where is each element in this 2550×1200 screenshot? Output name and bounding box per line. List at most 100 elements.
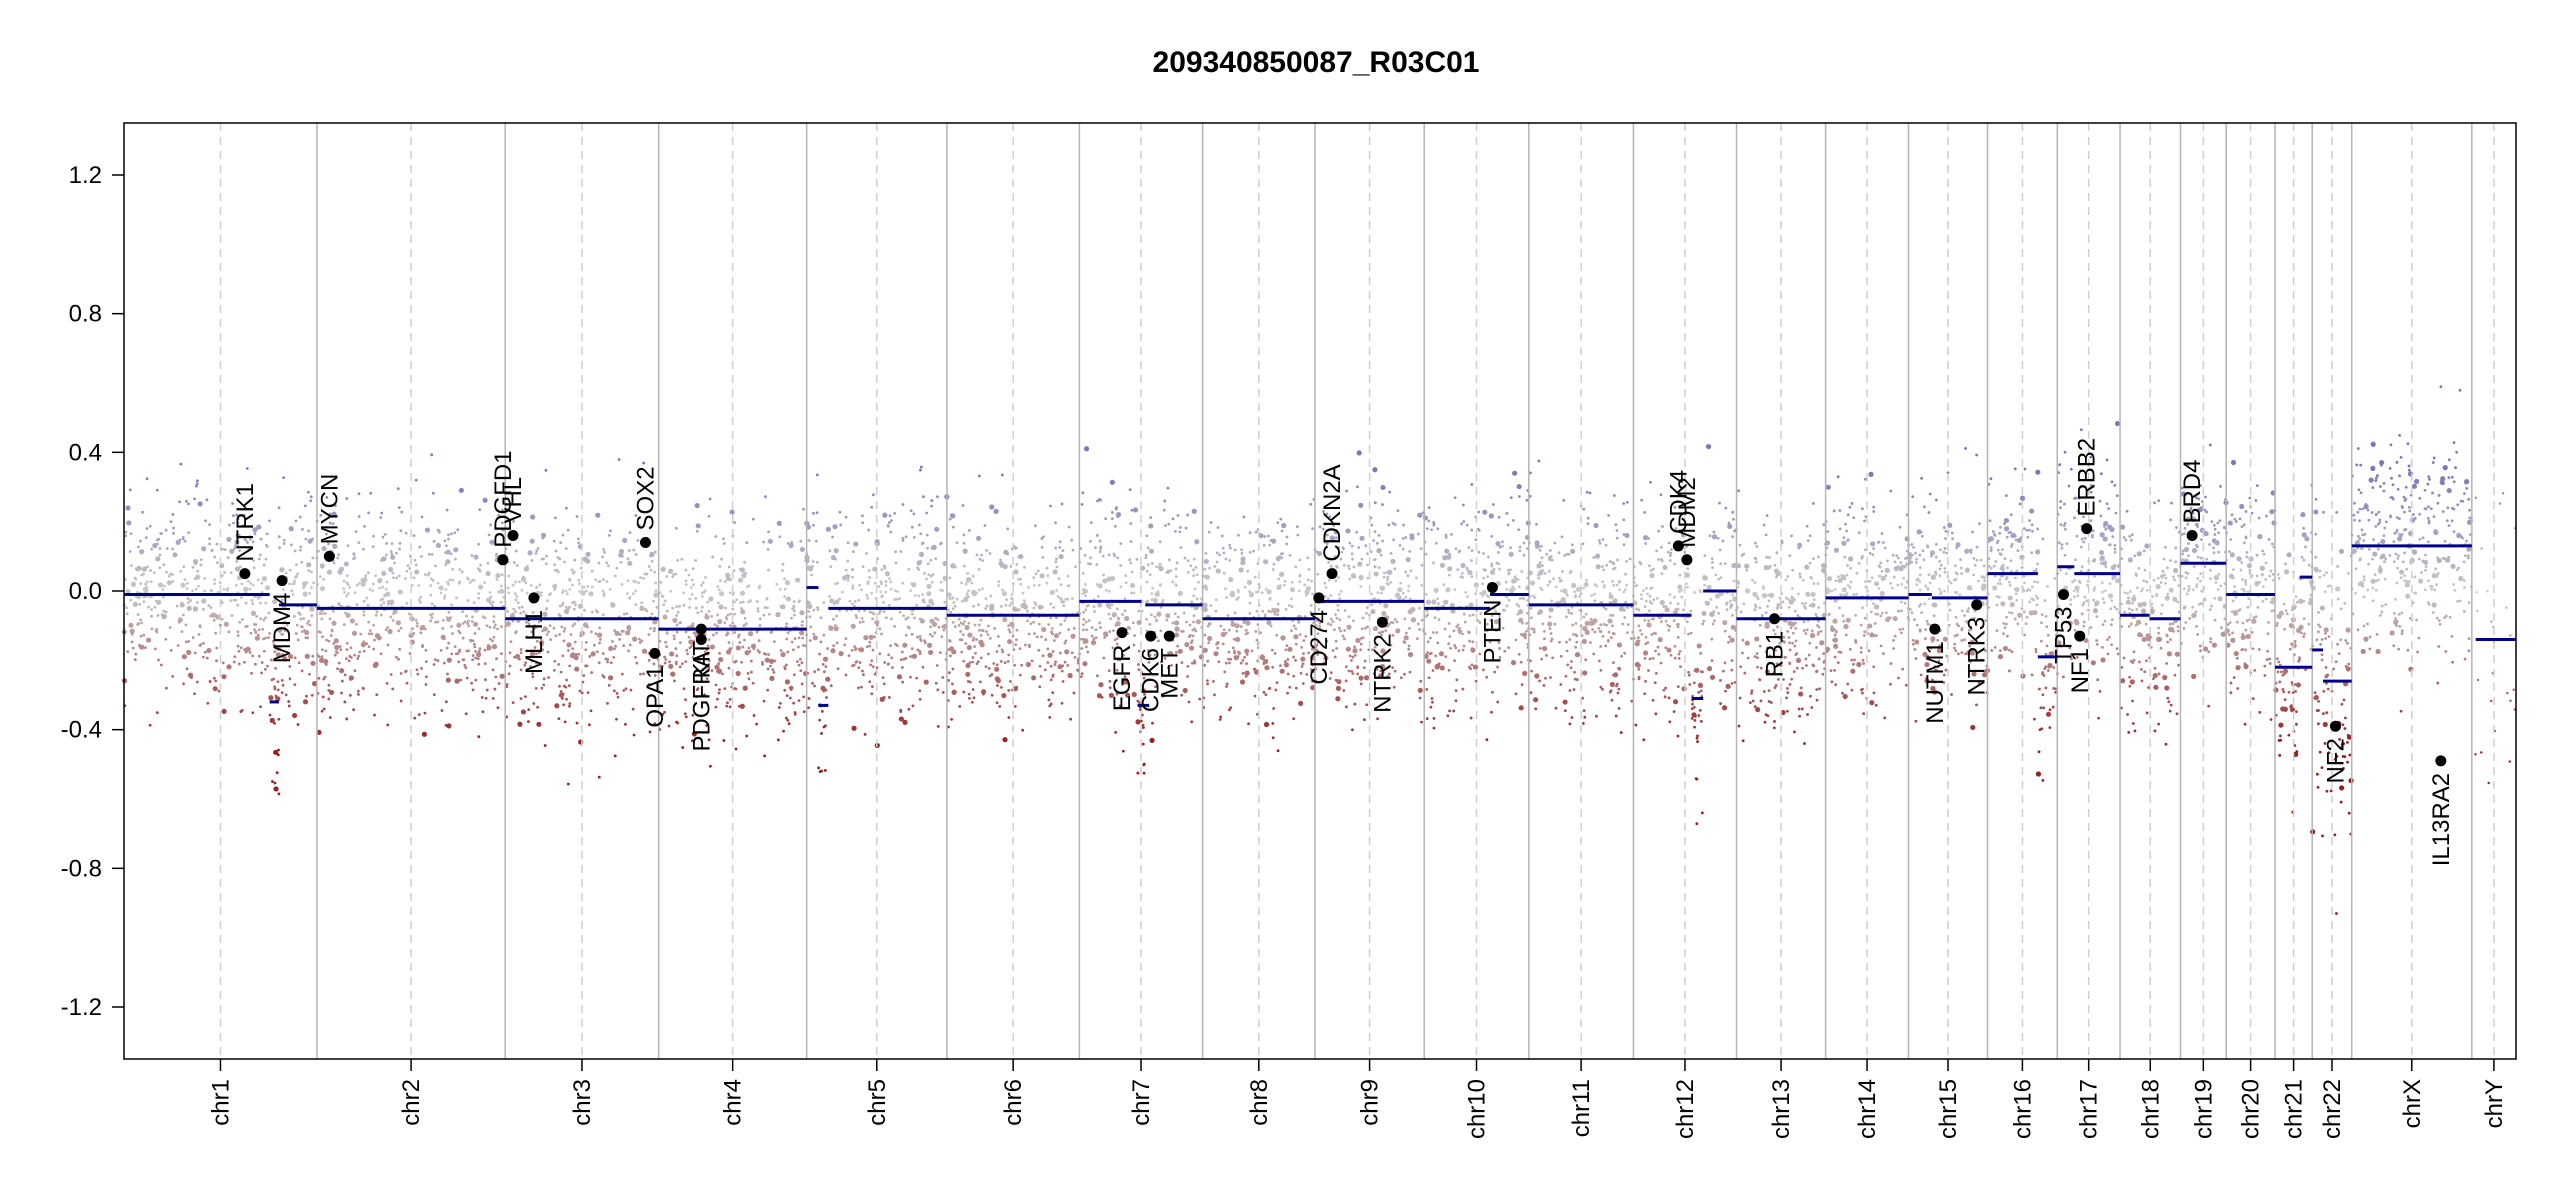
probe-point xyxy=(1554,585,1558,589)
probe-point xyxy=(1425,527,1429,531)
probe-point xyxy=(1624,572,1627,576)
probe-point xyxy=(574,652,578,656)
probe-point xyxy=(1388,633,1392,637)
probe-point xyxy=(1433,616,1437,620)
probe-point xyxy=(190,676,193,680)
probe-point xyxy=(326,569,333,575)
probe-point xyxy=(1642,589,1645,593)
probe-point xyxy=(304,537,308,541)
probe-point xyxy=(445,559,451,565)
probe-point xyxy=(1279,664,1282,668)
probe-point xyxy=(564,506,568,510)
probe-point xyxy=(392,612,395,616)
probe-point xyxy=(668,660,671,664)
probe-point xyxy=(1828,612,1831,616)
probe-point xyxy=(1344,705,1348,709)
probe-point xyxy=(1597,539,1601,543)
probe-point xyxy=(712,633,715,637)
probe-point xyxy=(815,560,819,564)
probe-point xyxy=(1372,672,1376,675)
probe-point xyxy=(606,701,609,705)
probe-point xyxy=(918,649,922,653)
probe-point xyxy=(1032,583,1036,587)
probe-point xyxy=(1131,691,1137,698)
probe-point xyxy=(379,516,383,519)
probe-point xyxy=(1058,540,1062,544)
probe-point xyxy=(971,656,975,659)
probe-point xyxy=(1821,672,1825,676)
probe-point xyxy=(1762,523,1766,527)
probe-point xyxy=(1607,630,1611,634)
probe-point xyxy=(1852,593,1856,596)
probe-point xyxy=(1273,652,1277,655)
probe-point xyxy=(767,530,770,534)
probe-point xyxy=(361,547,365,551)
probe-point xyxy=(155,630,159,634)
probe-point xyxy=(1425,717,1429,721)
probe-point xyxy=(1362,666,1366,670)
probe-point xyxy=(971,638,975,642)
probe-point xyxy=(1173,612,1177,616)
probe-point xyxy=(1350,669,1354,673)
probe-point xyxy=(1028,645,1031,648)
probe-point xyxy=(1148,573,1152,576)
probe-point xyxy=(1453,644,1457,647)
probe-point xyxy=(1724,689,1727,693)
probe-point xyxy=(1380,484,1386,491)
probe-point xyxy=(1177,590,1183,597)
probe-point xyxy=(1660,545,1663,549)
probe-point xyxy=(488,625,492,629)
probe-point xyxy=(1146,599,1149,603)
probe-point xyxy=(999,660,1003,663)
probe-point xyxy=(263,667,267,671)
probe-point xyxy=(507,574,511,578)
probe-point xyxy=(1112,629,1115,633)
probe-point xyxy=(345,657,348,661)
probe-point xyxy=(822,670,826,674)
probe-point xyxy=(1883,546,1887,550)
probe-point xyxy=(605,561,609,565)
probe-point xyxy=(1386,675,1390,678)
probe-point xyxy=(1498,656,1502,659)
probe-point xyxy=(1108,692,1114,698)
probe-point xyxy=(906,616,910,620)
probe-point xyxy=(1871,553,1875,557)
probe-point xyxy=(558,604,562,608)
probe-point xyxy=(846,579,850,582)
probe-point xyxy=(283,629,287,633)
probe-point xyxy=(524,613,528,617)
probe-point xyxy=(1391,621,1395,625)
probe-point xyxy=(203,577,207,580)
probe-point xyxy=(139,618,143,622)
probe-point xyxy=(1420,618,1424,622)
probe-point xyxy=(904,633,908,637)
probe-point xyxy=(948,576,952,580)
probe-point xyxy=(1300,656,1306,662)
probe-point xyxy=(1834,683,1838,687)
probe-point xyxy=(556,570,560,574)
probe-point xyxy=(528,551,532,555)
probe-point xyxy=(1026,619,1029,623)
probe-point xyxy=(164,637,168,641)
probe-point xyxy=(667,724,671,728)
probe-point xyxy=(321,635,324,639)
probe-point xyxy=(1429,705,1433,709)
probe-point xyxy=(860,616,864,620)
probe-point xyxy=(613,647,616,651)
probe-point xyxy=(1424,552,1428,556)
probe-point xyxy=(1379,663,1386,670)
probe-point xyxy=(1487,595,1490,599)
probe-point xyxy=(208,679,212,683)
probe-point xyxy=(321,695,325,699)
probe-point xyxy=(1833,547,1840,553)
probe-point xyxy=(386,723,390,727)
probe-point xyxy=(1490,534,1494,538)
probe-point xyxy=(781,562,785,566)
probe-point xyxy=(757,586,761,590)
probe-point xyxy=(1051,650,1055,653)
probe-point xyxy=(1041,556,1045,559)
probe-point xyxy=(1487,555,1490,559)
probe-point xyxy=(1233,651,1237,655)
probe-point xyxy=(1766,714,1770,718)
probe-point xyxy=(260,671,264,675)
